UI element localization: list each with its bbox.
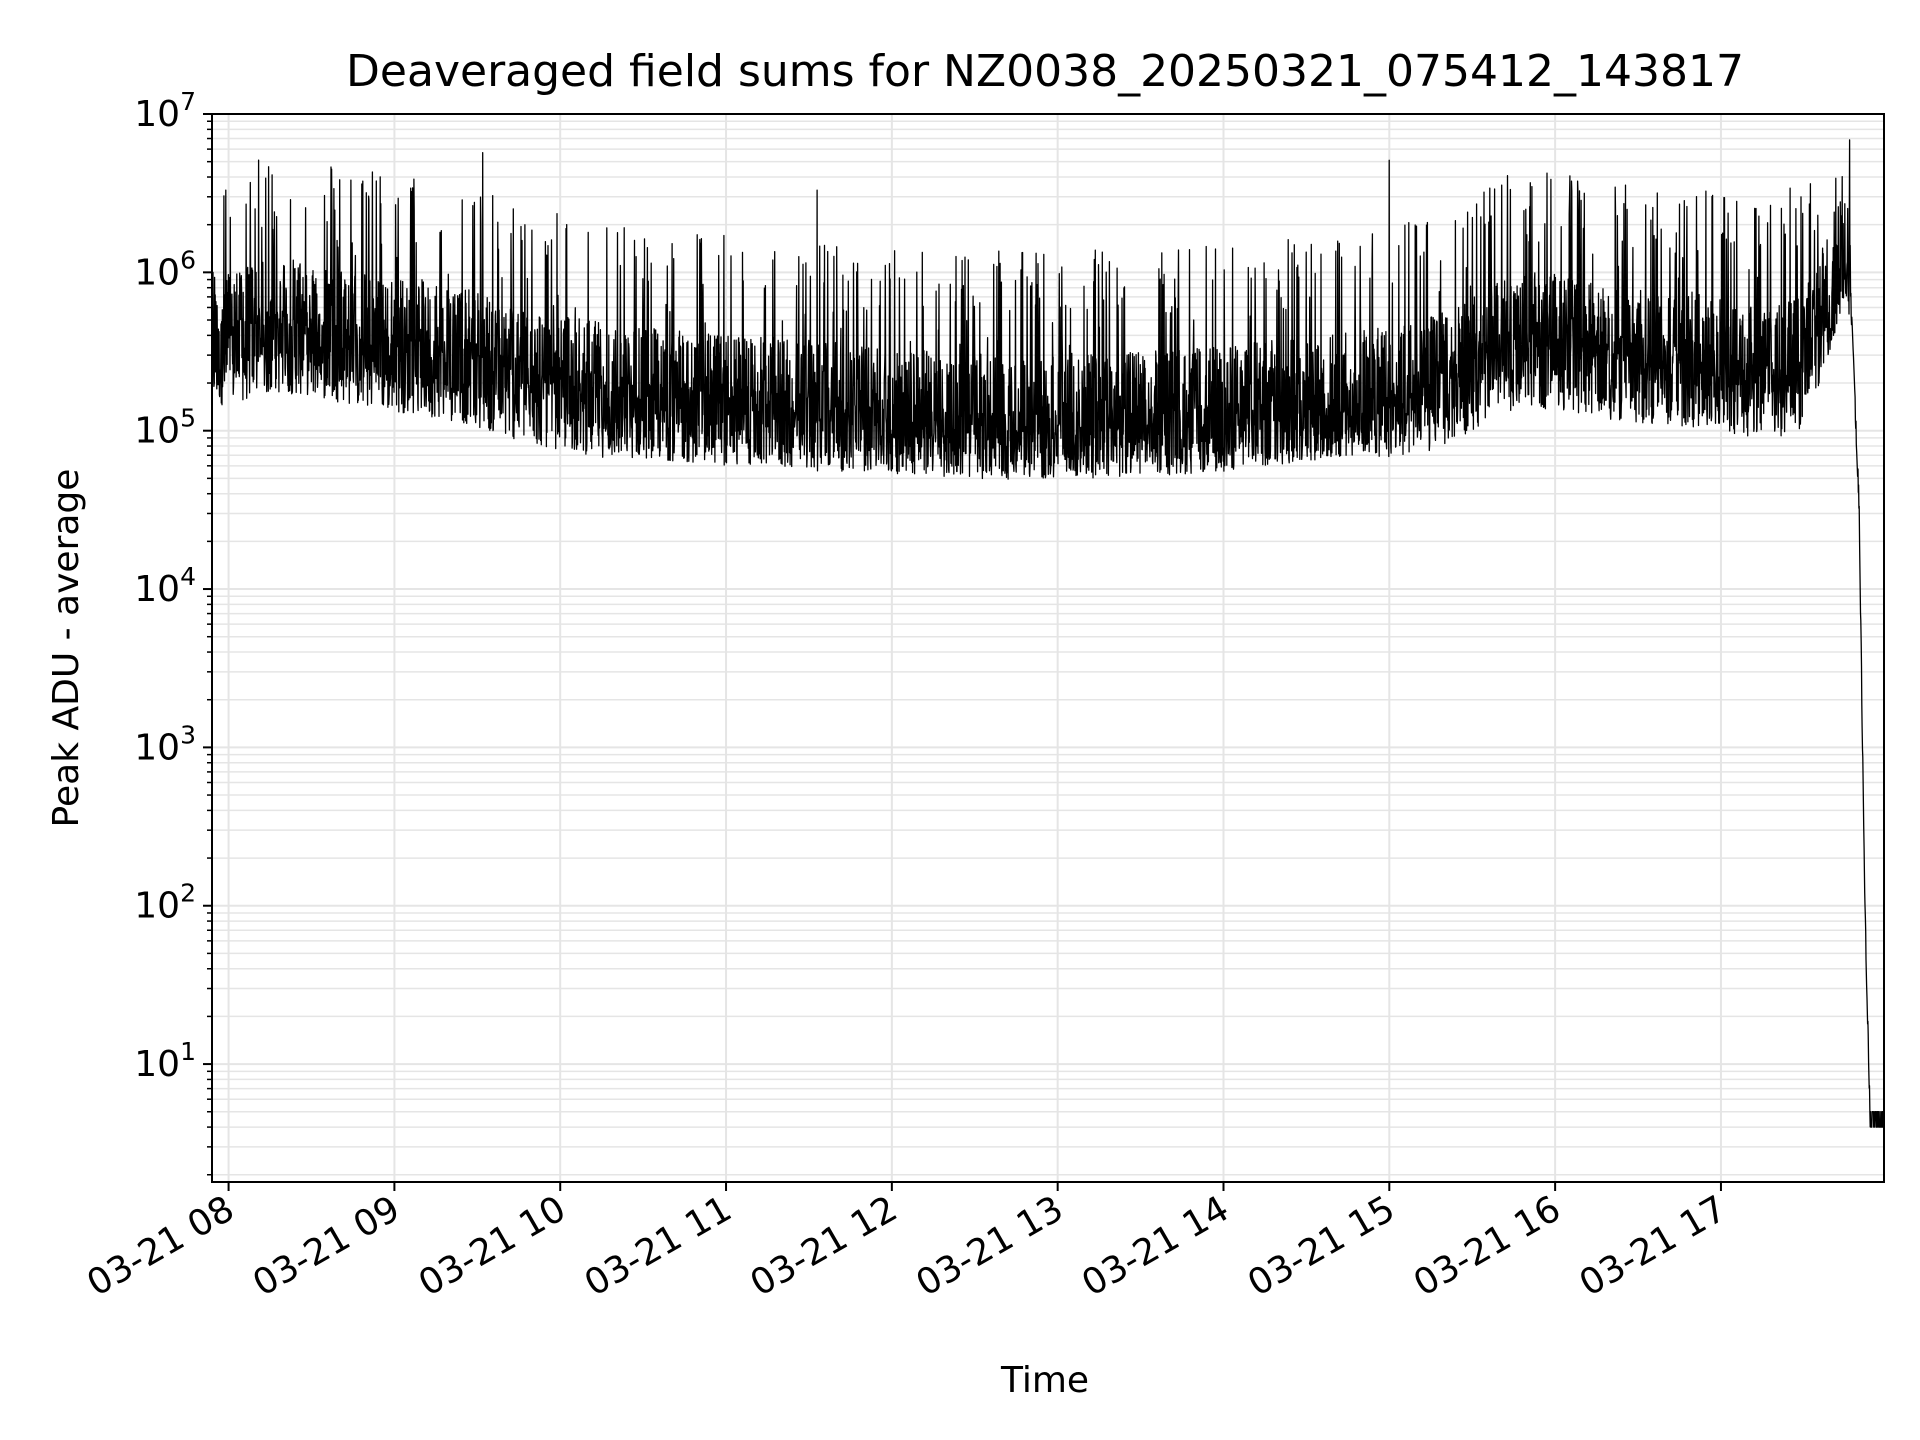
y-tick-label: 104: [134, 562, 196, 610]
y-tick-label: 105: [134, 404, 196, 452]
series-line: [211, 139, 1885, 1128]
y-axis-label: Peak ADU - average: [46, 469, 87, 828]
y-axis: 101 102 103 104 105 106 107: [134, 87, 212, 1176]
y-tick-label: 107: [134, 87, 196, 135]
plot-frame: [211, 113, 1885, 1183]
y-tick-label: 101: [134, 1037, 196, 1085]
y-tick-label: 103: [134, 720, 196, 768]
chart-title: Deaveraged field sums for NZ0038_2025032…: [346, 46, 1744, 97]
y-tick-label: 102: [134, 879, 196, 927]
grid: [212, 113, 1884, 1182]
series-path: [211, 139, 1885, 1128]
y-tick-label: 106: [134, 245, 196, 293]
x-axis-label: Time: [1000, 1360, 1089, 1401]
